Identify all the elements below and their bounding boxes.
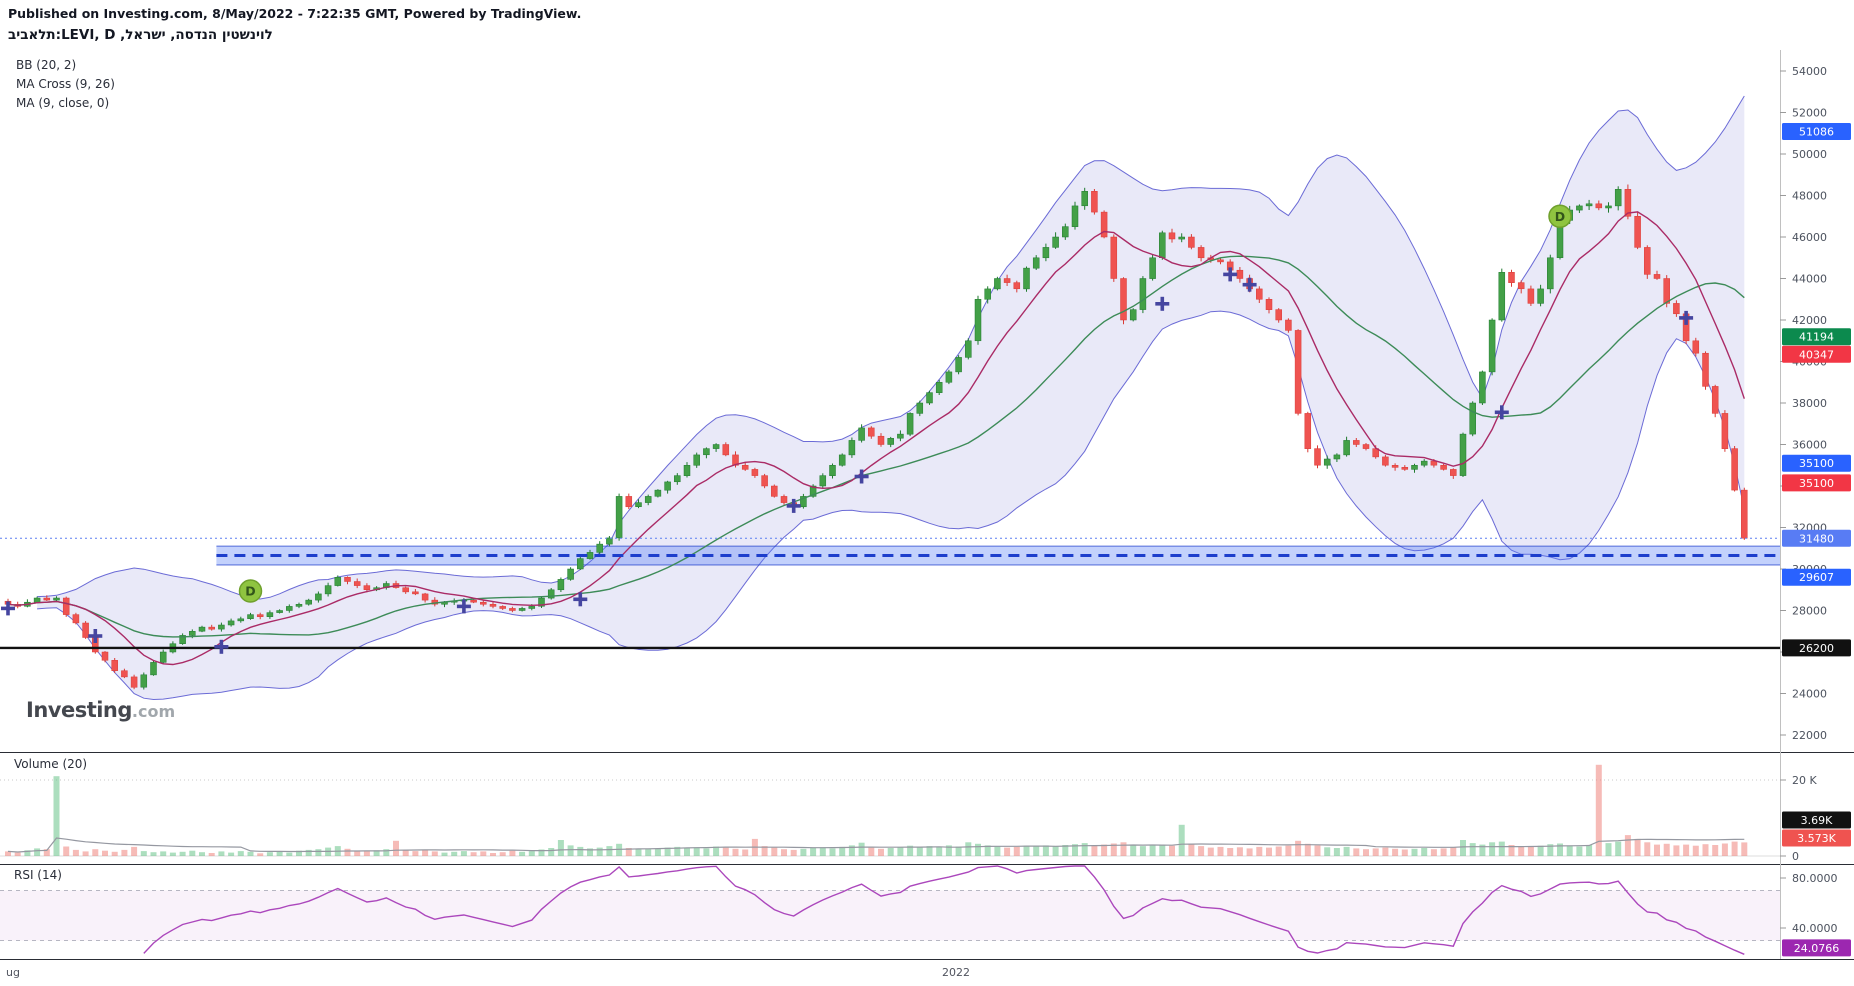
- rsi-tag: 24.0766: [1782, 939, 1851, 957]
- rsi-line: [143, 865, 1745, 955]
- svg-text:52000: 52000: [1792, 107, 1827, 120]
- svg-text:44000: 44000: [1792, 273, 1827, 286]
- published-line: Published on Investing.com, 8/May/2022 -…: [8, 6, 582, 21]
- rsi-axis-ticks: 80.0000 40.0000: [1780, 872, 1838, 935]
- candlestick-series: [4, 184, 1748, 690]
- symbol-company: לוינשטין הנדסה, ישראל: [125, 27, 273, 43]
- ma-slow-line: [7, 255, 1745, 638]
- svg-text:38000: 38000: [1792, 397, 1827, 410]
- rsi-band: [0, 890, 1780, 941]
- svg-text:35100: 35100: [1799, 477, 1834, 490]
- legend-ma[interactable]: MA (9, close, 0): [16, 96, 110, 110]
- volume-tag-1: 3.573K: [1782, 829, 1851, 847]
- time-axis-scale[interactable]: [0, 960, 1854, 986]
- price-tag-31480: 31480: [1782, 529, 1851, 547]
- svg-text:D: D: [245, 584, 255, 599]
- svg-text:50000: 50000: [1792, 148, 1827, 161]
- volume-tag-0: 3.69K: [1782, 811, 1851, 829]
- ma-cross-markers: [1, 267, 1694, 654]
- svg-text:31480: 31480: [1799, 532, 1834, 545]
- time-axis-label: ug: [6, 966, 20, 979]
- price-tag-26200: 26200: [1782, 639, 1851, 657]
- legend-volume[interactable]: Volume (20): [14, 757, 88, 771]
- dividend-markers[interactable]: DD: [238, 204, 1572, 603]
- price-tag-29607: 29607: [1782, 568, 1851, 586]
- price-tag-51086: 51086: [1782, 123, 1851, 140]
- symbol-exchange: תלאביב: [8, 27, 56, 43]
- svg-text:80.0000: 80.0000: [1792, 872, 1838, 885]
- svg-text:28000: 28000: [1792, 605, 1827, 618]
- svg-text:3.69K: 3.69K: [1801, 814, 1833, 827]
- svg-text:42000: 42000: [1792, 314, 1827, 327]
- legend-ma-cross[interactable]: MA Cross (9, 26): [16, 77, 115, 91]
- svg-text:29607: 29607: [1799, 571, 1834, 584]
- bollinger-band: [37, 95, 1745, 701]
- investing-watermark: Investing.com: [26, 698, 175, 722]
- time-axis-label: 2022: [942, 966, 970, 979]
- price-tag-40347: 40347: [1782, 345, 1851, 363]
- svg-text:41194: 41194: [1799, 331, 1834, 344]
- price-tag-35100: 35100: [1782, 474, 1851, 492]
- ma-lines: [7, 211, 1745, 666]
- svg-text:24.0766: 24.0766: [1794, 942, 1840, 955]
- price-tag-41194: 41194: [1782, 328, 1851, 346]
- svg-text:51086: 51086: [1799, 126, 1834, 139]
- svg-text:20 K: 20 K: [1792, 774, 1817, 787]
- svg-text:26200: 26200: [1799, 642, 1834, 655]
- svg-text:24000: 24000: [1792, 688, 1827, 701]
- pane-separators: [0, 752, 1854, 960]
- svg-text:40347: 40347: [1799, 348, 1834, 361]
- indicator-legend: BB (20, 2) MA Cross (9, 26) MA (9, close…: [16, 58, 115, 115]
- svg-text:3.573K: 3.573K: [1797, 832, 1836, 845]
- ma-fast-line: [7, 211, 1745, 666]
- svg-text:0: 0: [1792, 850, 1799, 863]
- time-axis: ug 2022: [0, 960, 1854, 986]
- volume-axis-ticks: 20 K 0: [1780, 774, 1817, 863]
- symbol-ticker: :LEVI, D ,: [55, 27, 126, 43]
- volume-ma-line: [7, 837, 1745, 853]
- svg-text:48000: 48000: [1792, 190, 1827, 203]
- svg-text:D: D: [1555, 209, 1565, 224]
- svg-text:36000: 36000: [1792, 439, 1827, 452]
- legend-rsi[interactable]: RSI (14): [14, 868, 62, 882]
- svg-text:46000: 46000: [1792, 231, 1827, 244]
- price-tag-35100: 35100: [1782, 454, 1851, 472]
- svg-text:40.0000: 40.0000: [1792, 922, 1838, 935]
- legend-bb[interactable]: BB (20, 2): [16, 58, 77, 72]
- symbol-line: תלאביב:LEVI, D ,לוינשטין הנדסה, ישראל: [8, 27, 273, 43]
- svg-text:22000: 22000: [1792, 729, 1827, 742]
- volume-bars: [5, 764, 1748, 856]
- svg-text:54000: 54000: [1792, 65, 1827, 78]
- svg-text:35100: 35100: [1799, 457, 1834, 470]
- watermark-suffix: .com: [131, 702, 176, 721]
- watermark-main: Investing: [26, 698, 132, 722]
- price-axis[interactable]: [1780, 50, 1854, 959]
